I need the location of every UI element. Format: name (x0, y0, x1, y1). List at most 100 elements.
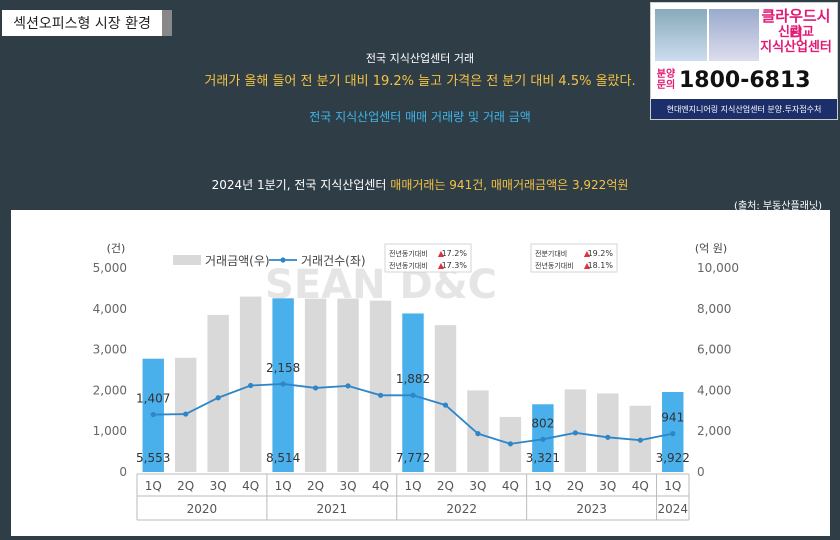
y-right-tick: 0 (697, 465, 705, 479)
x-tick-label: 3Q (599, 479, 616, 493)
line-point (605, 434, 611, 440)
building-image (655, 9, 707, 61)
ad-brand: 클라우드시티 (761, 7, 831, 43)
note-box (384, 243, 472, 273)
x-tick-label: 4Q (372, 479, 389, 493)
line-point (410, 392, 416, 398)
note-value: 19.2% (588, 249, 614, 258)
bar-data-label: 7,772 (396, 451, 430, 465)
bar-data-label: 5,553 (136, 451, 170, 465)
line-data-label: 1,882 (396, 372, 430, 386)
y-right-tick: 10,000 (697, 261, 739, 275)
section-header: 섹션오피스형 시장 환경 (2, 10, 172, 36)
note-value: 18.1% (588, 261, 614, 270)
summary-description: 거래가 올해 들어 전 분기 대비 19.2% 늘고 가격은 전 분기 대비 4… (204, 74, 636, 89)
summary-title: 전국 지식산업센터 거래 (365, 52, 475, 65)
bar (597, 393, 619, 472)
line-point (312, 385, 319, 391)
building-image-2 (709, 9, 759, 61)
note-label: 전년동기대비 (535, 261, 574, 270)
x-tick-label: 1Q (534, 479, 551, 493)
bar (304, 298, 327, 472)
line-point (345, 383, 351, 389)
y-right-tick: 2,000 (697, 424, 731, 438)
y-left-tick: 1,000 (93, 424, 127, 438)
year-label: 2022 (446, 502, 477, 516)
x-tick-label: 2Q (307, 479, 324, 493)
note-label: 전년동기대비 (389, 249, 428, 258)
legend-line-label: 거래건수(좌) (301, 254, 366, 268)
legend-bar-label: 거래금액(우) (205, 254, 270, 268)
y-right-tick: 4,000 (697, 383, 731, 397)
line-point (442, 402, 449, 408)
y-left-tick: 0 (119, 465, 127, 479)
year-label: 2021 (317, 502, 348, 516)
y-left-tick: 5,000 (93, 261, 127, 275)
note-value: 17.3% (442, 261, 468, 270)
y-left-unit: (건) (107, 242, 126, 255)
line-point (507, 441, 514, 447)
line-point (215, 395, 221, 401)
ad-phone: 1800-6813 (679, 67, 811, 93)
note-up-arrow: ▲ (584, 249, 591, 258)
ad-phone-label: 분양 문의 (656, 69, 676, 91)
bar-data-label: 8,514 (266, 451, 300, 465)
line-point (248, 382, 254, 389)
line-point (150, 411, 156, 418)
note-label: 전분기대비 (535, 249, 567, 258)
x-tick-label: 1Q (404, 479, 421, 493)
combo-chart: (건) (억 원) 0 1,000 2,000 3,000 4,000 5,000 0 2,000… (93, 242, 739, 521)
line-point (670, 431, 676, 437)
bar-data-label: 3,321 (526, 451, 560, 465)
x-tick-label: 3Q (210, 479, 227, 493)
x-tick-label: 1Q (664, 479, 681, 493)
year-label: 2024 (657, 502, 688, 516)
line-data-label: 941 (661, 411, 684, 425)
y-right-tick: 6,000 (697, 343, 731, 357)
year-label: 2023 (576, 502, 607, 516)
ad-subtitle: 신광교 지식산업센터 (760, 25, 832, 55)
x-tick-label: 3Q (469, 479, 486, 493)
y-left-tick: 2,000 (93, 383, 127, 397)
note-box (530, 243, 618, 273)
y-right-tick: 8,000 (697, 302, 731, 316)
line-point (637, 437, 643, 443)
bar (434, 325, 457, 472)
line-point (183, 411, 189, 417)
ad-footer: 현대엔지니어링 지식산업센터 분양.투자접수처 (651, 99, 837, 119)
line-point (540, 436, 546, 442)
note-up-arrow: ▲ (438, 249, 445, 258)
year-label: 2020 (187, 502, 218, 516)
chart-panel: (건) (억 원) 0 1,000 2,000 3,000 4,000 5,000 0 2,000… (11, 210, 830, 536)
line-point (572, 430, 578, 436)
bar (207, 314, 229, 472)
x-tick-label: 4Q (632, 479, 649, 493)
note-label: 전년동기대비 (389, 261, 428, 270)
section-title: 섹션오피스형 시장 환경 (13, 16, 151, 32)
x-tick-label: 2Q (437, 479, 454, 493)
x-tick-label: 3Q (340, 479, 357, 493)
header-accent-bar (162, 10, 172, 36)
x-tick-label: 4Q (502, 479, 519, 493)
x-tick-label: 1Q (275, 479, 292, 493)
legend-line-marker (280, 257, 286, 263)
line-point (280, 381, 286, 387)
ad-phone-box: 분양 문의 1800-6813 (653, 65, 835, 95)
note-up-arrow: ▲ (584, 261, 591, 270)
x-tick-label: 4Q (242, 479, 259, 493)
y-right-unit: (억 원) (695, 242, 727, 255)
note-up-arrow: ▲ (438, 261, 445, 270)
line-point (377, 392, 384, 398)
ad-banner[interactable]: 클라우드시티 신광교 지식산업센터 분양 문의 1800-6813 현대엔지니어링 … (650, 2, 838, 120)
line-data-label: 802 (531, 416, 554, 430)
y-left-tick: 4,000 (93, 302, 127, 316)
bar-data-label: 3,922 (656, 451, 690, 465)
x-tick-label: 2Q (567, 479, 584, 493)
chart-title: 전국 지식산업센터 매매 거래량 및 거래 금액 (309, 110, 531, 124)
x-tick-label: 1Q (145, 479, 162, 493)
line-point (475, 431, 481, 437)
legend-bar-swatch (173, 255, 201, 265)
x-tick-label: 2Q (177, 479, 194, 493)
line-data-label: 2,158 (266, 361, 300, 375)
bar (369, 300, 392, 472)
